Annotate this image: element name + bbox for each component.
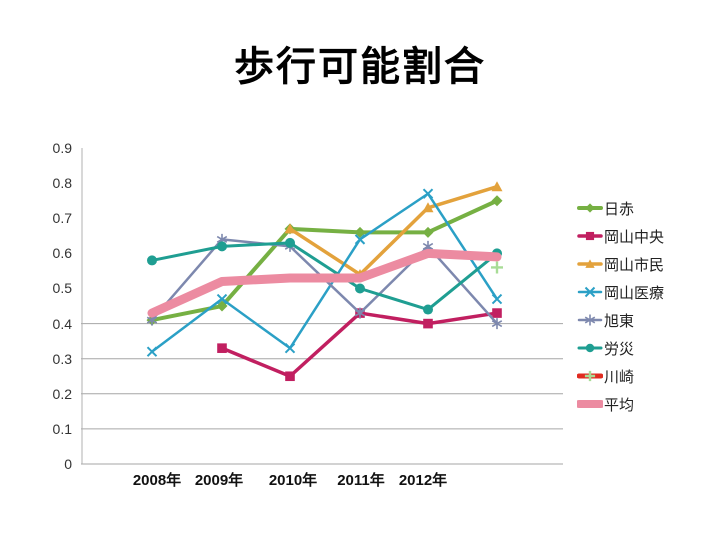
x-tick-label: 2011年 [337,472,385,489]
legend-marker-plus-icon [576,368,604,384]
x-marker-icon [284,342,296,354]
circle-marker-icon [147,255,157,266]
legend-item: 岡山医療 [577,278,664,306]
legend-label: 岡山市民 [604,256,665,274]
legend-swatch [577,203,603,213]
legend-label: 岡山医療 [604,284,665,302]
circle-marker-icon [423,304,433,315]
legend-item: 労災 [577,334,664,362]
legend-marker-square-icon [577,228,603,244]
square-marker-icon [285,371,295,382]
y-tick-label: 0.3 [52,351,72,367]
legend-label: 岡山中央 [604,228,665,246]
legend-marker-asterisk-icon [577,312,603,328]
diamond-marker-icon [216,300,228,312]
plus-marker-icon [491,261,503,274]
legend-item: 川崎 [576,362,664,390]
x-tick-label: 2010年 [268,472,318,489]
y-tick-label: 0.9 [52,140,72,156]
y-tick-label: 0.2 [52,386,72,402]
legend-swatch [577,286,603,298]
plus-marker-icon [584,370,596,382]
legend-marker-circle-icon [577,340,603,356]
legend-swatch [577,259,603,268]
series-line-group [491,261,503,274]
x-marker-icon [354,234,366,245]
y-tick-label: 0.6 [52,245,72,261]
y-tick-label: 0.5 [52,280,72,296]
triangle-marker-icon [585,259,595,268]
legend-label: 川崎 [604,368,635,386]
series-line [288,184,499,277]
asterisk-marker-icon [584,314,596,326]
legend-marker-triangle-icon [577,256,603,272]
legend-label: 日赤 [604,200,635,218]
triangle-marker-icon [422,202,434,213]
legend-label: 平均 [604,396,635,414]
diamond-marker-icon [491,195,503,207]
circle-marker-icon [355,283,365,294]
square-marker-icon [217,343,227,353]
y-tick-label: 0.1 [52,421,72,437]
series-line [147,248,502,318]
y-tick-label: 0.4 [52,316,72,332]
square-marker-icon [492,308,502,318]
series-line-group [146,195,503,326]
y-tick-label: 0.7 [52,210,72,226]
legend-swatch [577,343,603,353]
legend-swatch [575,400,605,408]
legend-label: 旭東 [604,312,635,330]
legend-marker-x-icon [577,284,603,300]
x-tick-label: 2009年 [194,472,244,489]
legend-marker-thick-line-icon [575,396,605,412]
diamond-marker-icon [354,226,366,238]
series-line-group [146,188,503,357]
circle-marker-icon [217,241,227,252]
legend-item: 岡山中央 [577,222,664,250]
y-tick-label: 0.8 [52,175,72,191]
x-tick-label: 2008年 [132,472,182,489]
circle-marker-icon [285,237,295,248]
x-marker-icon [146,346,158,357]
series-line-group [217,308,502,382]
square-marker-icon [423,318,433,329]
x-marker-icon [422,188,434,199]
asterisk-marker-icon [354,307,366,319]
legend-marker-diamond-icon [577,200,603,216]
series-line [150,241,499,312]
x-tick-label: 2012年 [398,472,448,489]
legend-item: 平均 [575,390,664,418]
legend-label: 労災 [604,340,635,358]
legend-swatch [577,314,603,326]
legend-swatch [577,231,603,241]
legend-swatch [576,370,604,382]
series-line [220,311,499,378]
x-marker-icon [216,293,228,305]
x-marker-icon [491,293,503,305]
triangle-marker-icon [284,223,296,234]
legend-item: 旭東 [577,306,664,334]
x-marker-icon [584,286,596,298]
chart-legend: 日赤 岡山中央 岡山市民 岡山医療 旭東 労災 [575,194,664,418]
legend-item: 日赤 [577,194,664,222]
square-marker-icon [585,231,595,241]
asterisk-marker-icon [491,318,503,330]
circle-marker-icon [585,343,595,353]
triangle-marker-icon [491,181,503,192]
series-line [150,192,499,353]
y-tick-label: 0 [64,456,72,472]
diamond-marker-icon [422,226,434,238]
legend-item: 岡山市民 [577,250,664,278]
chart-title: 歩行可能割合 [234,45,486,89]
gridlines [81,323,563,465]
series-line-group [147,248,502,318]
diamond-marker-icon [585,203,595,213]
